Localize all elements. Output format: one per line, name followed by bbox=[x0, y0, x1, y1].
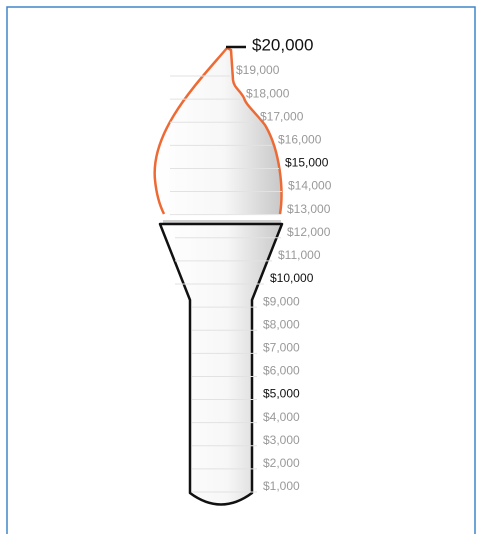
tick-label: $17,000 bbox=[260, 109, 304, 123]
tick-label: $5,000 bbox=[263, 387, 300, 401]
tick-label: $12,000 bbox=[287, 225, 331, 239]
tick-label: $18,000 bbox=[246, 86, 290, 100]
tick-label: $19,000 bbox=[236, 63, 280, 77]
tick-label: $6,000 bbox=[263, 364, 300, 378]
gauge-widget: $20,000 $19,000 $18,000 $17,000 $16,000 $15,… bbox=[0, 0, 478, 534]
tick-label: $10,000 bbox=[270, 271, 314, 285]
tick-label: $8,000 bbox=[263, 317, 300, 331]
goal-label: $20,000 bbox=[252, 35, 313, 54]
tick-label: $3,000 bbox=[263, 433, 300, 447]
tick-label: $13,000 bbox=[287, 202, 331, 216]
tick-label: $7,000 bbox=[263, 341, 300, 355]
tick-label: $16,000 bbox=[278, 133, 322, 147]
tick-label: $9,000 bbox=[263, 294, 300, 308]
tick-label: $2,000 bbox=[263, 456, 300, 470]
tick-label: $14,000 bbox=[288, 179, 332, 193]
tick-label: $1,000 bbox=[263, 479, 300, 493]
tick-label: $11,000 bbox=[278, 248, 321, 262]
tick-label: $4,000 bbox=[263, 410, 300, 424]
tick-label: $15,000 bbox=[285, 156, 329, 170]
